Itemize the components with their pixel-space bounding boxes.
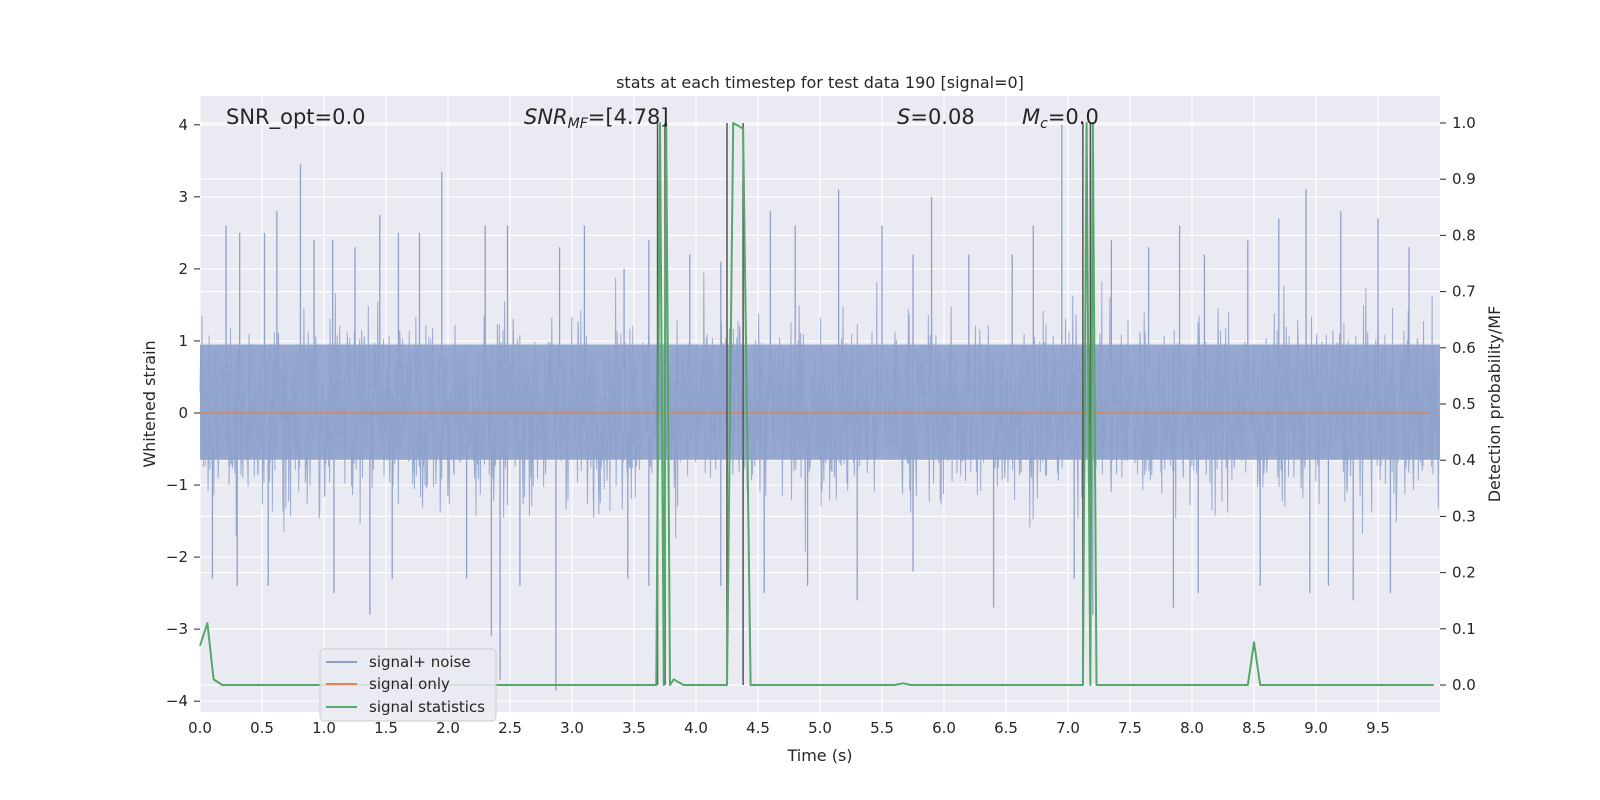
- x-tick-label: 5.5: [870, 719, 894, 737]
- s-symbol: S: [897, 105, 910, 129]
- right-y-tick-label: 0.9: [1452, 170, 1476, 188]
- x-tick-label: 6.5: [994, 719, 1018, 737]
- x-tick-label: 0.5: [250, 719, 274, 737]
- left-y-tick-label: −4: [166, 692, 188, 710]
- right-y-tick-label: 0.0: [1452, 676, 1476, 694]
- x-tick-label: 4.0: [684, 719, 708, 737]
- left-y-axis-label: Whitened strain: [140, 340, 159, 467]
- right-y-tick-label: 0.2: [1452, 564, 1476, 582]
- left-y-tick-label: −1: [166, 476, 188, 494]
- s-value: =0.08: [910, 105, 974, 129]
- left-y-tick-label: 0: [178, 404, 188, 422]
- signal-noise-core-band: [200, 344, 1440, 460]
- right-y-axis-ticks: 1.0 0.9 0.8 0.7 0.6 0.5 0.4 0.3 0.2 0.1 0.0: [1440, 114, 1476, 694]
- snr-mf-subscript: MF: [568, 116, 589, 132]
- left-y-tick-label: −2: [166, 548, 188, 566]
- left-y-tick-label: 3: [178, 188, 188, 206]
- x-axis-label: Time (s): [786, 746, 852, 765]
- x-tick-label: 7.0: [1056, 719, 1080, 737]
- s-annotation: S=0.08: [897, 105, 975, 129]
- x-tick-label: 2.5: [498, 719, 522, 737]
- left-y-tick-label: 4: [178, 116, 188, 134]
- left-y-tick-label: −3: [166, 620, 188, 638]
- chart-title: stats at each timestep for test data 190…: [616, 73, 1024, 92]
- right-y-tick-label: 0.3: [1452, 507, 1476, 525]
- x-tick-label: 2.0: [436, 719, 460, 737]
- right-y-tick-label: 0.8: [1452, 226, 1476, 244]
- right-y-tick-label: 0.7: [1452, 283, 1476, 301]
- x-tick-label: 1.5: [374, 719, 398, 737]
- legend-box: [319, 648, 497, 722]
- right-y-tick-label: 0.1: [1452, 620, 1476, 638]
- legend-label-signal-only: signal only: [369, 675, 450, 693]
- x-tick-label: 8.5: [1242, 719, 1266, 737]
- mc-annotation: Mc=0.0: [1022, 105, 1099, 132]
- snr-mf-value: =[4.78]: [588, 105, 669, 129]
- snr-mf-symbol: SNR: [524, 105, 568, 129]
- snr-opt-annotation: SNR_opt=0.0: [226, 105, 366, 130]
- right-y-tick-label: 0.5: [1452, 395, 1476, 413]
- x-tick-label: 7.5: [1118, 719, 1142, 737]
- x-tick-label: 3.0: [560, 719, 584, 737]
- legend-label-signal-noise: signal+ noise: [369, 653, 471, 671]
- x-tick-label: 6.0: [932, 719, 956, 737]
- x-tick-label: 9.0: [1304, 719, 1328, 737]
- signal-statistics-line: [199, 122, 1434, 686]
- left-y-tick-label: 1: [178, 332, 188, 350]
- right-y-axis-label: Detection probability/MF: [1485, 306, 1504, 503]
- noise-series: [199, 124, 1440, 691]
- x-tick-label: 9.5: [1366, 719, 1390, 737]
- x-tick-label: 4.5: [746, 719, 770, 737]
- x-tick-label: 0.0: [188, 719, 212, 737]
- right-y-tick-label: 0.6: [1452, 339, 1476, 357]
- right-y-tick-label: 0.4: [1452, 451, 1476, 469]
- mc-value: =0.0: [1048, 105, 1099, 129]
- legend: signal+ noise signal only signal statist…: [319, 648, 497, 722]
- right-y-tick-label: 1.0: [1452, 114, 1476, 132]
- x-axis-ticks: 0.0 0.5 1.0 1.5 2.0 2.5 3.0 3.5 4.0 4.5 5.0 5.5 6.0 6…: [188, 719, 1390, 737]
- snr-mf-annotation: SNRMF=[4.78]: [524, 105, 669, 132]
- left-y-axis-ticks: 4 3 2 1 0 −1 −2 −3 −4: [166, 116, 200, 710]
- legend-label-signal-statistics: signal statistics: [369, 698, 485, 716]
- x-tick-label: 5.0: [808, 719, 832, 737]
- x-tick-label: 3.5: [622, 719, 646, 737]
- signal-statistics-series: [199, 122, 1434, 686]
- x-tick-label: 8.0: [1180, 719, 1204, 737]
- mc-subscript: c: [1040, 116, 1048, 132]
- mc-symbol: M: [1022, 105, 1040, 129]
- x-tick-label: 1.0: [312, 719, 336, 737]
- left-y-tick-label: 2: [178, 260, 188, 278]
